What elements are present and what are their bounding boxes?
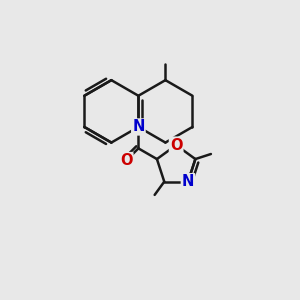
Text: O: O	[120, 153, 132, 168]
Text: N: N	[132, 119, 145, 134]
Text: O: O	[170, 138, 182, 153]
Text: N: N	[182, 174, 194, 189]
